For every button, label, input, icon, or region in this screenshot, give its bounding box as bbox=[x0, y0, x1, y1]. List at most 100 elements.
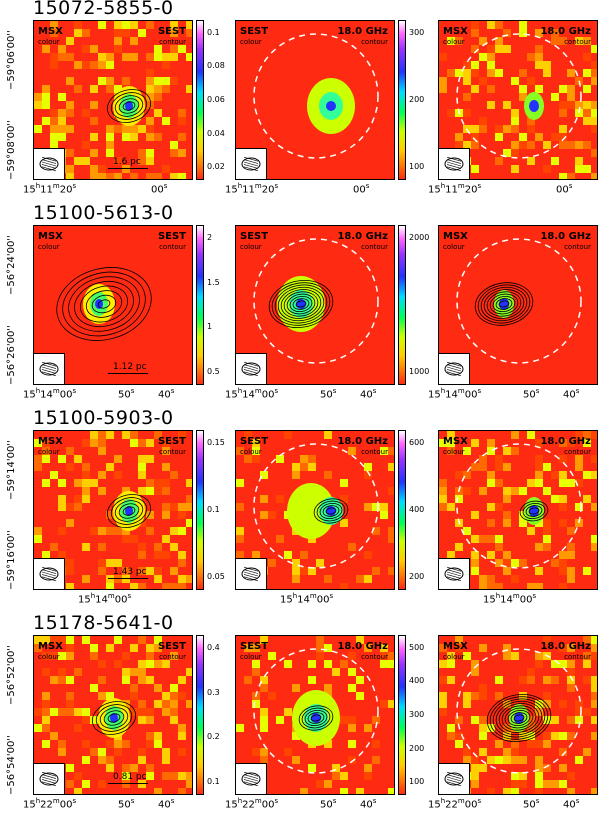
noise-pixel bbox=[138, 708, 146, 716]
noise-pixel bbox=[82, 109, 90, 117]
noise-pixel bbox=[583, 567, 591, 575]
panel-left-label: MSX bbox=[443, 26, 468, 37]
noise-pixel bbox=[66, 708, 74, 716]
ra-tick-label: 40s bbox=[158, 797, 175, 811]
noise-pixel bbox=[82, 45, 90, 53]
panel-right-label: 18.0 GHz bbox=[540, 26, 591, 37]
noise-pixel bbox=[324, 431, 332, 439]
noise-pixel bbox=[503, 447, 511, 455]
noise-pixel bbox=[170, 692, 178, 700]
noise-pixel bbox=[535, 85, 543, 93]
noise-pixel bbox=[162, 583, 170, 589]
noise-pixel bbox=[543, 463, 551, 471]
noise-pixel bbox=[106, 463, 114, 471]
noise-pixel bbox=[356, 676, 364, 684]
beam-box bbox=[34, 148, 65, 179]
noise-pixel bbox=[178, 511, 186, 519]
noise-pixel bbox=[527, 77, 535, 85]
noise-pixel bbox=[292, 732, 300, 740]
contour-line bbox=[56, 267, 152, 341]
noise-pixel bbox=[479, 716, 487, 724]
noise-pixel bbox=[519, 93, 527, 101]
noise-pixel bbox=[591, 700, 597, 708]
noise-pixel bbox=[154, 575, 162, 583]
panel-left-label: MSX bbox=[443, 436, 468, 447]
noise-pixel bbox=[170, 527, 178, 535]
dec-tick-label: −59°06'00'' bbox=[6, 30, 17, 90]
noise-pixel bbox=[186, 575, 192, 583]
panel-left-sublabel: colour bbox=[38, 38, 60, 46]
contour-line bbox=[501, 705, 537, 731]
noise-pixel bbox=[162, 535, 170, 543]
ra-tick-label: 40s bbox=[360, 797, 377, 811]
map-panel: MSX colour SEST contour bbox=[33, 430, 193, 590]
noise-pixel bbox=[511, 117, 519, 125]
noise-pixel bbox=[292, 471, 300, 479]
noise-pixel bbox=[42, 652, 50, 660]
contour-line bbox=[286, 293, 316, 315]
noise-pixel bbox=[252, 644, 260, 652]
noise-pixel bbox=[471, 567, 479, 575]
noise-pixel bbox=[567, 660, 575, 668]
noise-pixel bbox=[535, 53, 543, 61]
noise-pixel bbox=[146, 21, 154, 29]
noise-pixel bbox=[559, 748, 567, 756]
colorbar-tick-label: 0.08 bbox=[207, 61, 225, 71]
noise-pixel bbox=[292, 684, 300, 692]
contour-line bbox=[277, 286, 325, 322]
noise-pixel bbox=[575, 165, 583, 173]
noise-pixel bbox=[154, 431, 162, 439]
noise-pixel bbox=[575, 109, 583, 117]
panel-right-sublabel: contour bbox=[361, 243, 388, 251]
contour-line bbox=[91, 701, 137, 735]
ra-seconds: 00 bbox=[464, 389, 478, 401]
noise-pixel bbox=[487, 583, 495, 589]
noise-pixel bbox=[130, 583, 138, 589]
noise-pixel bbox=[364, 764, 372, 772]
noise-pixel bbox=[154, 173, 162, 179]
noise-pixel bbox=[551, 660, 559, 668]
noise-pixel bbox=[543, 519, 551, 527]
noise-pixel bbox=[583, 101, 591, 109]
dec-tick-label: −59°14'00'' bbox=[6, 440, 17, 500]
map-image bbox=[439, 21, 597, 179]
noise-pixel bbox=[511, 756, 519, 764]
noise-pixel bbox=[146, 479, 154, 487]
colorbar bbox=[196, 225, 204, 385]
noise-pixel bbox=[82, 141, 90, 149]
contour-line bbox=[474, 282, 534, 326]
noise-pixel bbox=[535, 61, 543, 69]
emission-blob bbox=[529, 100, 539, 112]
noise-pixel bbox=[439, 700, 447, 708]
noise-pixel bbox=[519, 487, 527, 495]
noise-pixel bbox=[439, 644, 447, 652]
noise-pixel bbox=[348, 543, 356, 551]
noise-pixel bbox=[495, 479, 503, 487]
colorbar bbox=[196, 635, 204, 795]
noise-pixel bbox=[122, 668, 130, 676]
noise-pixel bbox=[364, 551, 372, 559]
noise-pixel bbox=[511, 575, 519, 583]
noise-pixel bbox=[471, 21, 479, 29]
noise-pixel bbox=[260, 724, 268, 732]
colorbar bbox=[196, 430, 204, 590]
panel-left-sublabel: colour bbox=[443, 448, 465, 456]
dec-tick-label: −56°52'00'' bbox=[6, 645, 17, 705]
noise-pixel bbox=[66, 463, 74, 471]
noise-pixel bbox=[439, 479, 447, 487]
noise-pixel bbox=[90, 101, 98, 109]
noise-pixel bbox=[583, 652, 591, 660]
noise-pixel bbox=[495, 45, 503, 53]
noise-pixel bbox=[364, 724, 372, 732]
noise-pixel bbox=[146, 567, 154, 575]
noise-pixel bbox=[42, 724, 50, 732]
noise-pixel bbox=[332, 668, 340, 676]
noise-pixel bbox=[519, 511, 527, 519]
noise-pixel bbox=[527, 740, 535, 748]
noise-pixel bbox=[82, 756, 90, 764]
noise-pixel bbox=[324, 575, 332, 583]
colorbar-tick-label: 0.1 bbox=[207, 777, 220, 787]
noise-pixel bbox=[106, 527, 114, 535]
noise-pixel bbox=[106, 61, 114, 69]
noise-pixel bbox=[487, 788, 495, 794]
